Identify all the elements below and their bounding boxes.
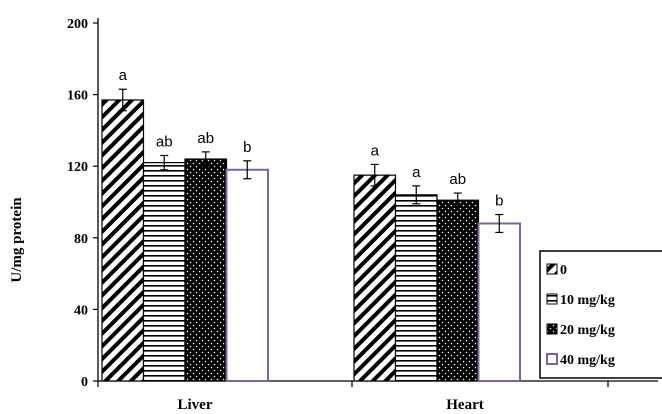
- significance-label: b: [243, 139, 251, 156]
- error-bars: [118, 88, 504, 234]
- bars: [101, 99, 521, 382]
- significance-label: a: [119, 67, 128, 84]
- significance-labels: a a ab a ab ab b b: [119, 67, 504, 209]
- y-tick-label: 40: [74, 303, 88, 318]
- y-axis-title: U/mg protein: [9, 197, 25, 283]
- x-category-label: Liver: [178, 397, 213, 413]
- legend-label: 20 mg/kg: [560, 323, 615, 338]
- legend-label: 40 mg/kg: [560, 353, 615, 368]
- significance-label: b: [495, 193, 503, 210]
- bar: [477, 222, 521, 382]
- significance-label: a: [412, 164, 421, 181]
- legend-swatch: [546, 353, 558, 365]
- y-tick-label: 120: [67, 160, 88, 175]
- bar: [184, 158, 228, 382]
- significance-label: a: [371, 142, 380, 159]
- legend-label: 0: [560, 263, 567, 278]
- y-tick-label: 80: [74, 232, 88, 247]
- bar: [394, 194, 438, 382]
- y-tick-label: 200: [67, 17, 88, 32]
- bar: [436, 199, 480, 382]
- legend: 0 10 mg/kg 20 mg/kg 40 mg/kg: [539, 250, 662, 379]
- bar: [225, 168, 269, 382]
- legend-label: 10 mg/kg: [560, 293, 615, 308]
- y-tick-label: 0: [81, 375, 88, 390]
- significance-label: ab: [156, 133, 173, 150]
- legend-box: [539, 250, 662, 379]
- significance-label: ab: [197, 130, 214, 147]
- bar: [101, 99, 145, 382]
- bar: [353, 174, 397, 382]
- x-category-label: Heart: [446, 397, 483, 413]
- legend-swatch: [546, 323, 558, 335]
- legend-swatch: [546, 293, 558, 305]
- significance-label: ab: [449, 171, 466, 188]
- legend-swatch: [546, 263, 558, 275]
- bar: [142, 162, 186, 382]
- y-tick-label: 160: [67, 89, 88, 104]
